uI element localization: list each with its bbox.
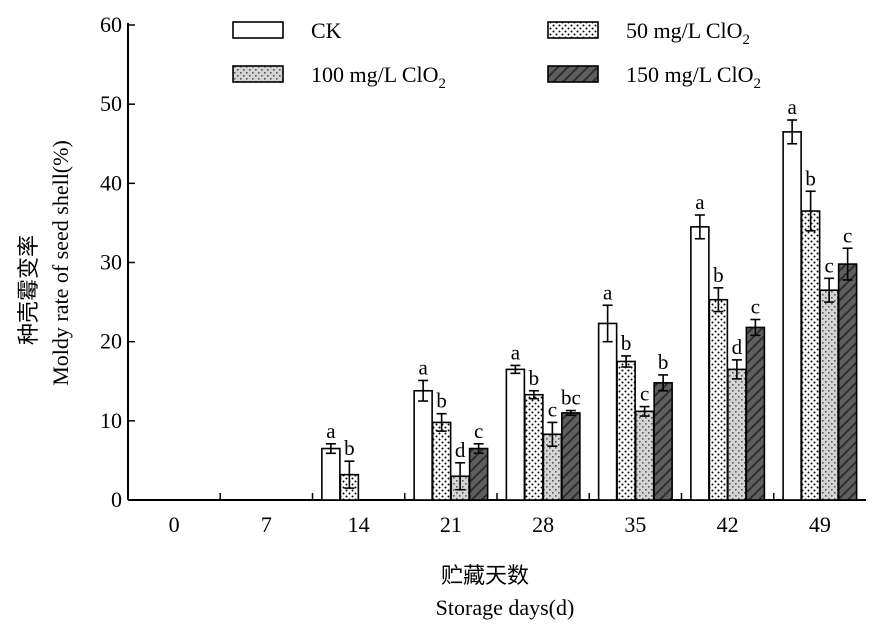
y-tick-label: 0 [111, 487, 122, 512]
y-tick-label: 30 [100, 250, 122, 275]
y-axis-title-cn: 种壳霉变率 [16, 235, 41, 345]
legend-swatch [547, 21, 599, 39]
bar [745, 326, 766, 501]
significance-letter: a [787, 95, 797, 119]
y-tick-label: 50 [100, 91, 122, 116]
bar [653, 382, 673, 501]
bar [800, 210, 821, 501]
bar [561, 412, 581, 501]
significance-letter: c [474, 419, 483, 443]
bar [708, 298, 729, 501]
significance-letter: b [658, 350, 669, 374]
significance-letter: c [824, 253, 833, 277]
bar [597, 322, 618, 501]
legend-label: CK [311, 18, 342, 43]
significance-letter: b [529, 366, 540, 390]
significance-letter: b [713, 263, 724, 287]
y-tick-label: 40 [100, 170, 122, 195]
bar [505, 368, 526, 501]
bar [524, 393, 544, 501]
x-tick-label: 14 [348, 512, 370, 537]
legend-swatch [232, 65, 284, 83]
significance-letter: c [843, 223, 852, 247]
significance-letter: c [751, 295, 760, 319]
significance-letter: b [805, 166, 816, 190]
significance-letter: b [621, 331, 632, 355]
y-axis-title: Moldy rate of seed shell(%) [48, 140, 73, 386]
axes: 0 10 20 30 40 50 60 0 7 14 21 28 35 42 49 [100, 12, 866, 537]
significance-letter: a [418, 355, 428, 379]
significance-letter: a [695, 190, 705, 214]
bar [819, 289, 839, 501]
bar [321, 447, 341, 501]
x-tick-label: 28 [532, 512, 554, 537]
bar [431, 421, 452, 501]
legend-swatch [547, 65, 599, 83]
x-tick-label: 0 [169, 512, 180, 537]
legend-label: 100 mg/L ClO2 [311, 62, 446, 92]
x-tick-label: 7 [261, 512, 272, 537]
significance-letter: a [326, 419, 336, 443]
significance-letter: a [511, 340, 521, 364]
bar [634, 410, 655, 501]
bar [468, 447, 489, 501]
bar [413, 389, 433, 501]
legend: CK 50 mg/L ClO2 100 mg/L ClO2 150 mg/L ClO2 [232, 18, 761, 92]
y-tick-label: 10 [100, 408, 122, 433]
significance-letter: c [548, 397, 557, 421]
bar [782, 131, 802, 501]
bar [690, 226, 710, 501]
bar [837, 263, 858, 501]
legend-label: 50 mg/L ClO2 [626, 18, 750, 48]
significance-letter: d [732, 335, 743, 359]
significance-letter: b [436, 389, 447, 413]
significance-letter: c [640, 382, 649, 406]
y-tick-label: 20 [100, 329, 122, 354]
significance-letter: b [344, 436, 355, 460]
significance-letter: d [455, 438, 466, 462]
significance-letter: a [603, 280, 613, 304]
x-tick-label: 49 [809, 512, 831, 537]
significance-letter: bc [561, 386, 581, 410]
x-tick-label: 21 [440, 512, 462, 537]
y-tick-label: 60 [100, 12, 122, 37]
x-tick-label: 35 [624, 512, 646, 537]
x-axis-title: Storage days(d) [436, 595, 575, 620]
x-axis-title-cn: 贮藏天数 [441, 563, 529, 588]
legend-swatch [232, 21, 284, 39]
legend-label: 150 mg/L ClO2 [626, 62, 761, 92]
bar [727, 368, 747, 501]
x-tick-label: 42 [717, 512, 739, 537]
bar [616, 360, 636, 501]
